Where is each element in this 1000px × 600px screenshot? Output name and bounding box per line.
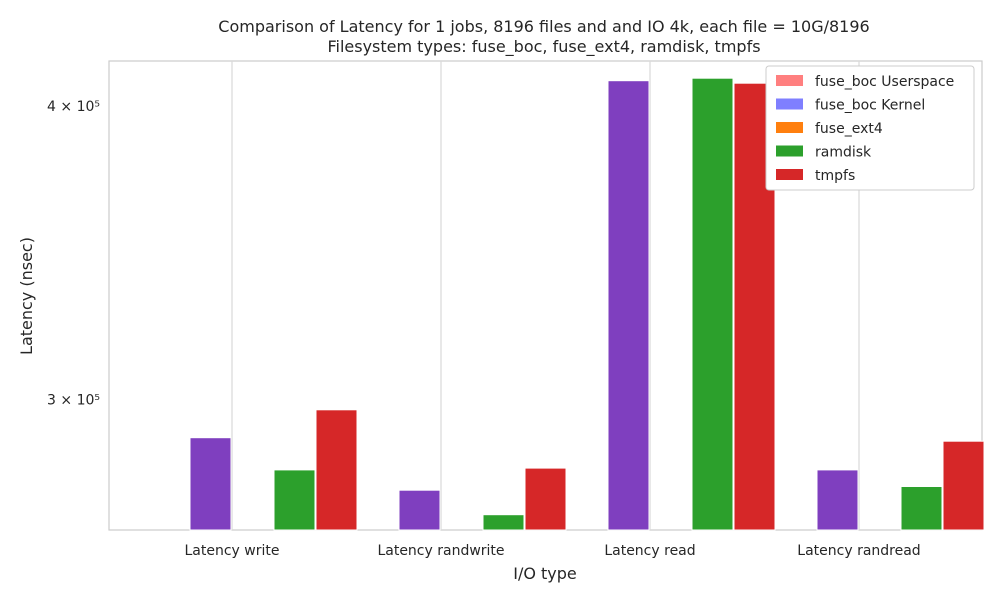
x-tick-label: Latency write (185, 543, 280, 559)
y-tick-label: 4 × 10⁵ (47, 99, 100, 115)
bar (816, 469, 859, 531)
y-tick-label: 3 × 10⁵ (47, 393, 100, 409)
legend: fuse_boc Userspace fuse_boc Kernel fuse_ex… (765, 65, 975, 191)
bar (273, 469, 316, 531)
legend-label: ramdisk (815, 145, 872, 161)
legend-swatch (776, 169, 803, 180)
bar (482, 514, 525, 531)
legend-swatch (776, 98, 803, 110)
y-axis-label: Latency (nsec) (17, 237, 36, 355)
legend-frame (765, 65, 975, 191)
bar (942, 440, 985, 531)
legend-swatch (776, 145, 803, 157)
chart-subtitle: Filesystem types: fuse_boc, fuse_ext4, r… (327, 37, 760, 57)
bar (607, 80, 650, 531)
legend-label: fuse_boc Kernel (815, 98, 925, 114)
x-tick-labels: Latency write Latency randwrite Latency re… (185, 543, 921, 559)
x-tick-label: Latency read (604, 543, 695, 559)
bar (524, 467, 567, 531)
legend-swatch (776, 75, 803, 86)
bar (315, 409, 358, 531)
bar (398, 489, 441, 531)
legend-label: fuse_ext4 (815, 121, 883, 137)
bar (900, 486, 943, 531)
grid-lines (231, 61, 860, 530)
x-tick-label: Latency randwrite (377, 543, 504, 559)
x-axis-label: I/O type (513, 564, 577, 583)
chart-title: Comparison of Latency for 1 jobs, 8196 f… (218, 17, 869, 36)
y-tick-labels: 3 × 10⁵ 4 × 10⁵ (47, 99, 100, 409)
bar (189, 437, 232, 531)
legend-label: tmpfs (815, 168, 855, 184)
bar (691, 77, 734, 531)
x-tick-label: Latency randread (797, 543, 920, 559)
legend-swatch (776, 122, 803, 133)
legend-label: fuse_boc Userspace (815, 74, 954, 90)
